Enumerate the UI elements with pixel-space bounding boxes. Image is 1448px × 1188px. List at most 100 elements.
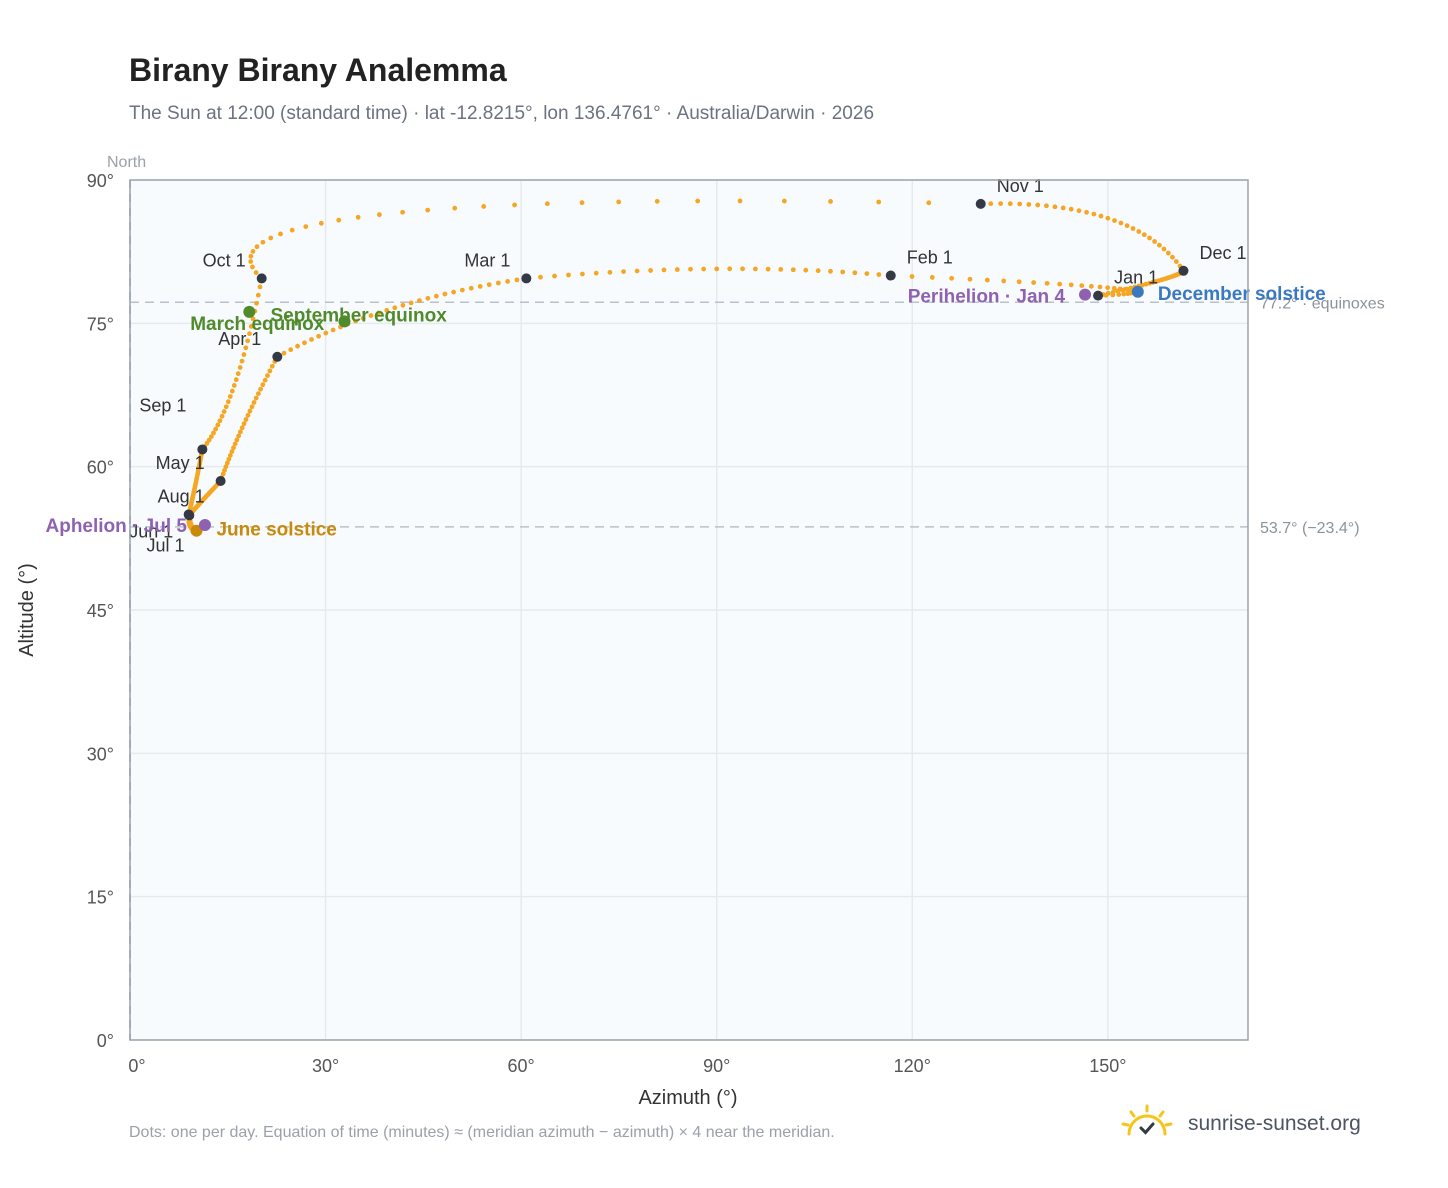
day-dot (852, 270, 858, 276)
day-dot (1076, 208, 1082, 214)
day-dot (876, 272, 882, 277)
day-dot (909, 274, 915, 279)
day-dot (254, 300, 259, 306)
day-dot (211, 430, 216, 436)
day-dot (459, 287, 465, 293)
day-dot (864, 271, 870, 277)
day-dot (260, 382, 266, 388)
day-dot (1031, 280, 1037, 285)
day-dot (224, 460, 230, 466)
day-dot (241, 421, 247, 427)
day-dot (1136, 229, 1142, 234)
day-dot (254, 244, 260, 250)
month-marker (521, 273, 532, 284)
day-dot (257, 284, 263, 290)
day-dot (237, 429, 243, 435)
day-dot (621, 269, 626, 275)
day-dot (477, 284, 483, 289)
day-dot (538, 274, 543, 280)
day-dot (247, 331, 252, 337)
day-dot (442, 291, 448, 297)
brand-name: sunrise-sunset.org (1188, 1111, 1361, 1135)
day-dot (1118, 220, 1124, 226)
brand[interactable]: sunrise-sunset.org (1120, 1104, 1361, 1143)
day-dot (727, 266, 733, 272)
day-dot (451, 289, 457, 295)
day-dot (288, 347, 294, 353)
day-dot (714, 266, 720, 272)
y-tick-label: 0° (97, 1031, 114, 1051)
day-dot (269, 363, 275, 369)
month-marker (215, 476, 226, 486)
day-dot (580, 271, 585, 277)
day-dot (926, 200, 932, 206)
day-dot (790, 267, 796, 273)
day-dot (1156, 242, 1162, 248)
day-dot (552, 273, 557, 279)
day-dot (281, 350, 287, 356)
day-dot (235, 371, 241, 377)
day-dot (250, 249, 256, 254)
event-label: September equinox (270, 305, 447, 326)
y-axis-label: Altitude (°) (16, 563, 38, 657)
month-label: Mar 1 (464, 250, 510, 270)
day-dot (815, 268, 821, 274)
day-dot (234, 437, 240, 443)
month-label: Sep 1 (139, 395, 186, 415)
month-label: Dec 1 (1199, 243, 1246, 263)
day-dot (360, 315, 366, 321)
event-marker (198, 518, 211, 531)
day-dot (740, 266, 745, 272)
day-dot (248, 253, 254, 259)
day-dot (1026, 202, 1032, 207)
x-tick-label: 90° (703, 1056, 730, 1076)
chart-title: Birany Birany Analemma (129, 52, 507, 88)
month-label: Jun 1 (129, 521, 173, 541)
month-label: Aug 1 (158, 486, 205, 506)
day-dot (579, 200, 585, 206)
day-dot (998, 201, 1004, 206)
day-dot (1112, 218, 1117, 223)
day-dot (984, 277, 990, 283)
day-dot (233, 377, 239, 383)
day-dot (701, 266, 707, 272)
day-dot (452, 205, 458, 211)
month-label: Jul 1 (146, 536, 184, 556)
day-dot (295, 343, 300, 349)
day-dot (1119, 287, 1125, 293)
day-dot (262, 377, 268, 383)
day-dot (481, 204, 487, 209)
day-dot (417, 298, 422, 303)
day-dot (988, 201, 994, 207)
day-dot (828, 268, 833, 274)
day-dot (239, 425, 245, 431)
day-dot (251, 400, 257, 405)
day-dot (248, 323, 254, 329)
day-dot (268, 235, 274, 241)
day-dot (752, 266, 758, 272)
day-dot (1105, 215, 1111, 221)
day-dot (433, 293, 439, 299)
month-marker (975, 198, 986, 209)
day-dot (223, 464, 229, 470)
day-dot (803, 267, 809, 273)
reference-line-label: 77.2° · equinoxes (1260, 295, 1385, 312)
month-marker (1093, 290, 1104, 301)
day-dot (828, 199, 833, 204)
day-dot (355, 214, 361, 220)
month-label: Nov 1 (997, 176, 1044, 196)
month-label: May 1 (156, 453, 205, 473)
day-dot (1121, 291, 1127, 297)
day-dot (1091, 211, 1097, 217)
chart-subtitle: The Sun at 12:00 (standard time) · lat -… (129, 103, 875, 124)
day-dot (544, 201, 550, 207)
day-dot (648, 268, 653, 273)
day-dot (253, 270, 259, 275)
day-dot (425, 295, 431, 301)
day-dot (1079, 283, 1085, 288)
day-dot (1147, 235, 1152, 241)
day-dot (468, 285, 474, 291)
day-dot (377, 212, 382, 218)
day-dot (241, 352, 247, 357)
